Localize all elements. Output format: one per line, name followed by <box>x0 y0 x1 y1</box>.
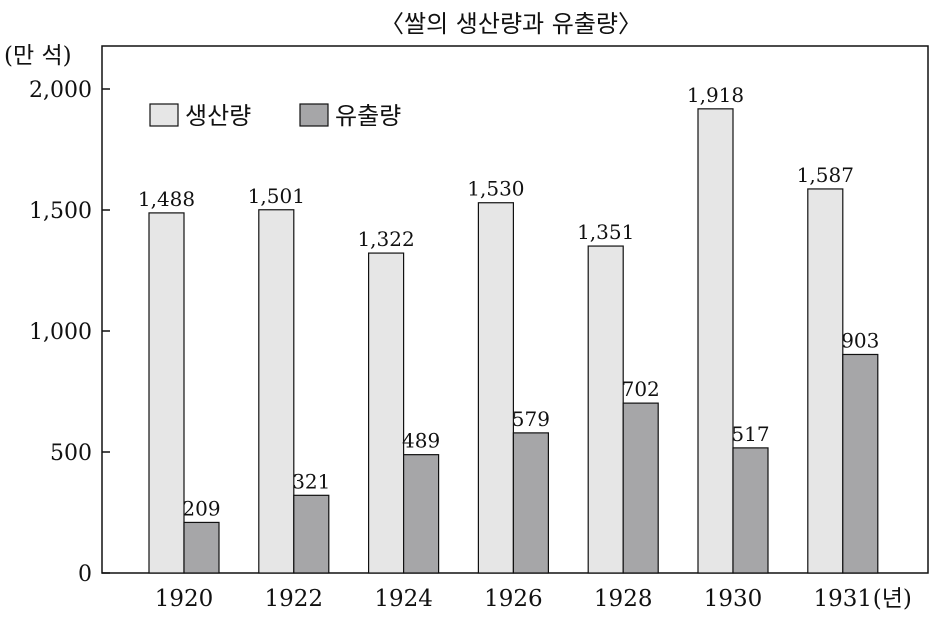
bar-outflow <box>183 521 220 574</box>
y-tick-label: 1,000 <box>29 320 92 345</box>
legend-swatch-production <box>149 103 179 127</box>
y-tick-label: 1,500 <box>29 199 92 224</box>
x-tick-label: 1930 <box>704 586 763 612</box>
legend: 생산량 유출량 <box>149 102 401 130</box>
x-tick-label: 1922 <box>265 586 324 612</box>
bar-production <box>697 108 734 574</box>
x-axis-unit-label: (년) <box>873 586 912 612</box>
x-tick-label: 1920 <box>155 586 214 612</box>
bar-production <box>258 209 295 574</box>
data-label-outflow: 209 <box>182 496 220 520</box>
legend-swatch-outflow <box>299 103 329 127</box>
data-label-production: 1,918 <box>687 83 744 107</box>
data-label-outflow: 321 <box>292 469 330 493</box>
chart-title: 〈쌀의 생산량과 유출량〉 <box>380 10 642 38</box>
data-label-production: 1,351 <box>577 220 634 244</box>
bar-production <box>148 212 185 574</box>
y-axis-unit-label: (만 석) <box>4 43 72 69</box>
data-label-outflow: 579 <box>512 407 550 431</box>
bar-production <box>587 245 624 574</box>
bar-outflow <box>403 454 440 574</box>
data-label-outflow: 903 <box>841 328 879 352</box>
data-label-production: 1,322 <box>357 227 414 251</box>
bar-outflow <box>293 494 330 574</box>
data-label-production: 1,501 <box>248 184 305 208</box>
bar-production <box>368 252 405 574</box>
x-tick-label: 1931 <box>814 586 873 612</box>
legend-label-production: 생산량 <box>185 102 251 130</box>
data-label-production: 1,587 <box>797 163 854 187</box>
bar-series-group: 1,488 209 1,501 321 1,322 489 1,530 579 1,351 702… <box>138 83 879 574</box>
bar-outflow <box>622 402 659 574</box>
bar-outflow <box>512 432 550 574</box>
bar-production <box>477 202 514 574</box>
data-label-production: 1,530 <box>467 177 524 201</box>
x-tick-label: 1928 <box>594 586 653 612</box>
legend-label-outflow: 유출량 <box>335 102 401 130</box>
x-axis-ticks: 1920 1922 1924 1926 1928 1930 1931 (년) <box>155 586 912 612</box>
data-label-outflow: 517 <box>731 422 769 446</box>
x-tick-label: 1924 <box>374 586 433 612</box>
y-tick-label: 500 <box>50 441 92 466</box>
y-tick-label: 0 <box>78 562 92 587</box>
y-axis-ticks: 0 500 1,000 1,500 2,000 <box>29 78 110 587</box>
data-label-outflow: 489 <box>402 429 440 453</box>
x-tick-label: 1926 <box>484 586 543 612</box>
bar-outflow <box>842 353 879 574</box>
data-label-production: 1,488 <box>138 187 195 211</box>
data-label-outflow: 702 <box>622 377 660 401</box>
bar-outflow <box>732 447 769 574</box>
y-tick-label: 2,000 <box>29 78 92 103</box>
bar-production <box>807 188 844 574</box>
